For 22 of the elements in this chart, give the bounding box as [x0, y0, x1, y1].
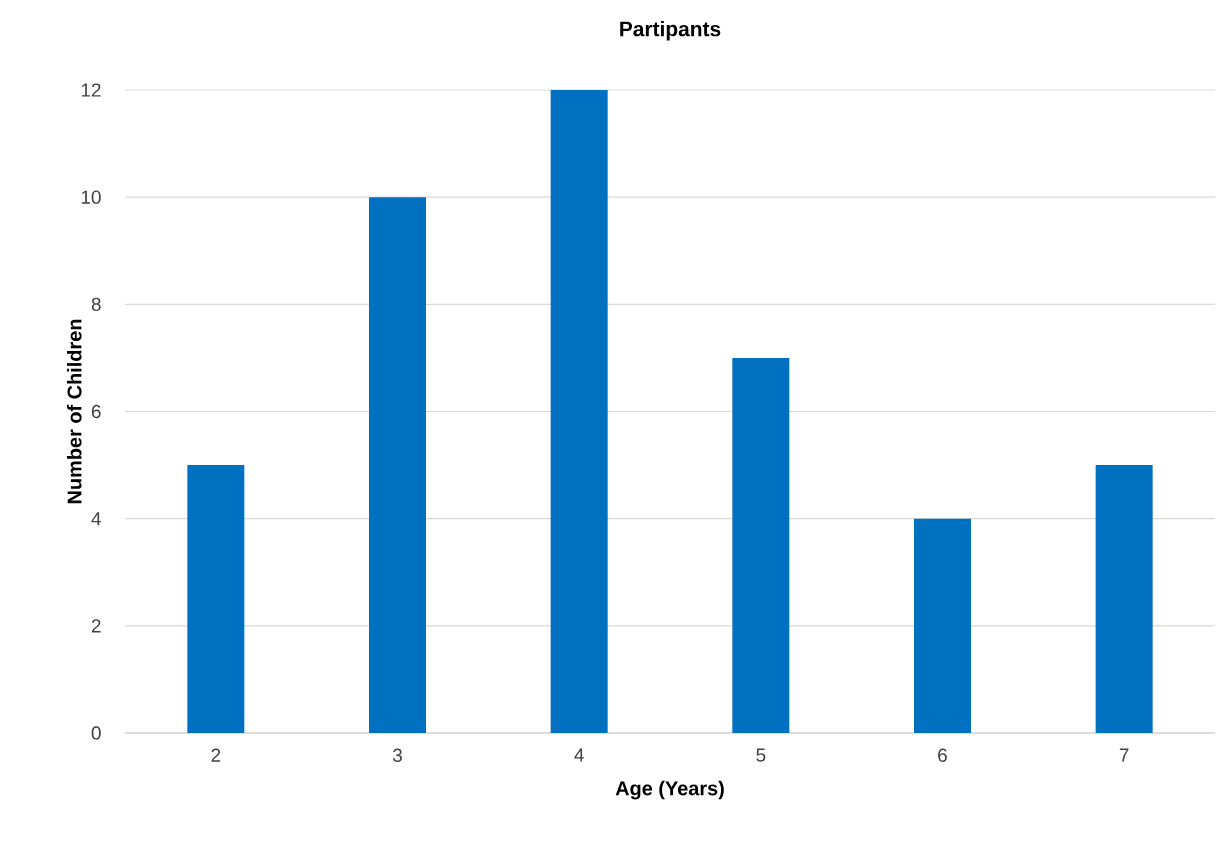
bar — [732, 357, 790, 733]
x-tick-label: 6 — [938, 748, 947, 762]
x-tick-label: 4 — [574, 748, 584, 762]
bar — [369, 197, 426, 733]
bar — [913, 518, 971, 733]
bar — [1095, 465, 1153, 733]
x-tick-label: 2 — [211, 748, 221, 762]
x-axis-title: Age (Years) — [615, 780, 724, 800]
y-axis-title: Number of Children — [66, 319, 82, 504]
x-tick-label: 3 — [392, 748, 402, 762]
x-tick-label: 5 — [756, 748, 766, 762]
y-tick-label: 12 — [81, 83, 101, 97]
x-tick-label: 7 — [1119, 748, 1129, 762]
y-tick-label: 4 — [91, 512, 101, 526]
bar — [550, 89, 608, 733]
chart-title: Partipants — [620, 21, 721, 41]
y-tick-label: 2 — [91, 619, 101, 633]
y-tick-label: 10 — [81, 190, 101, 204]
y-tick-label: 6 — [91, 404, 101, 419]
y-tick-label: 8 — [91, 297, 101, 312]
bar — [187, 465, 245, 733]
y-tick-label: 0 — [91, 726, 101, 740]
